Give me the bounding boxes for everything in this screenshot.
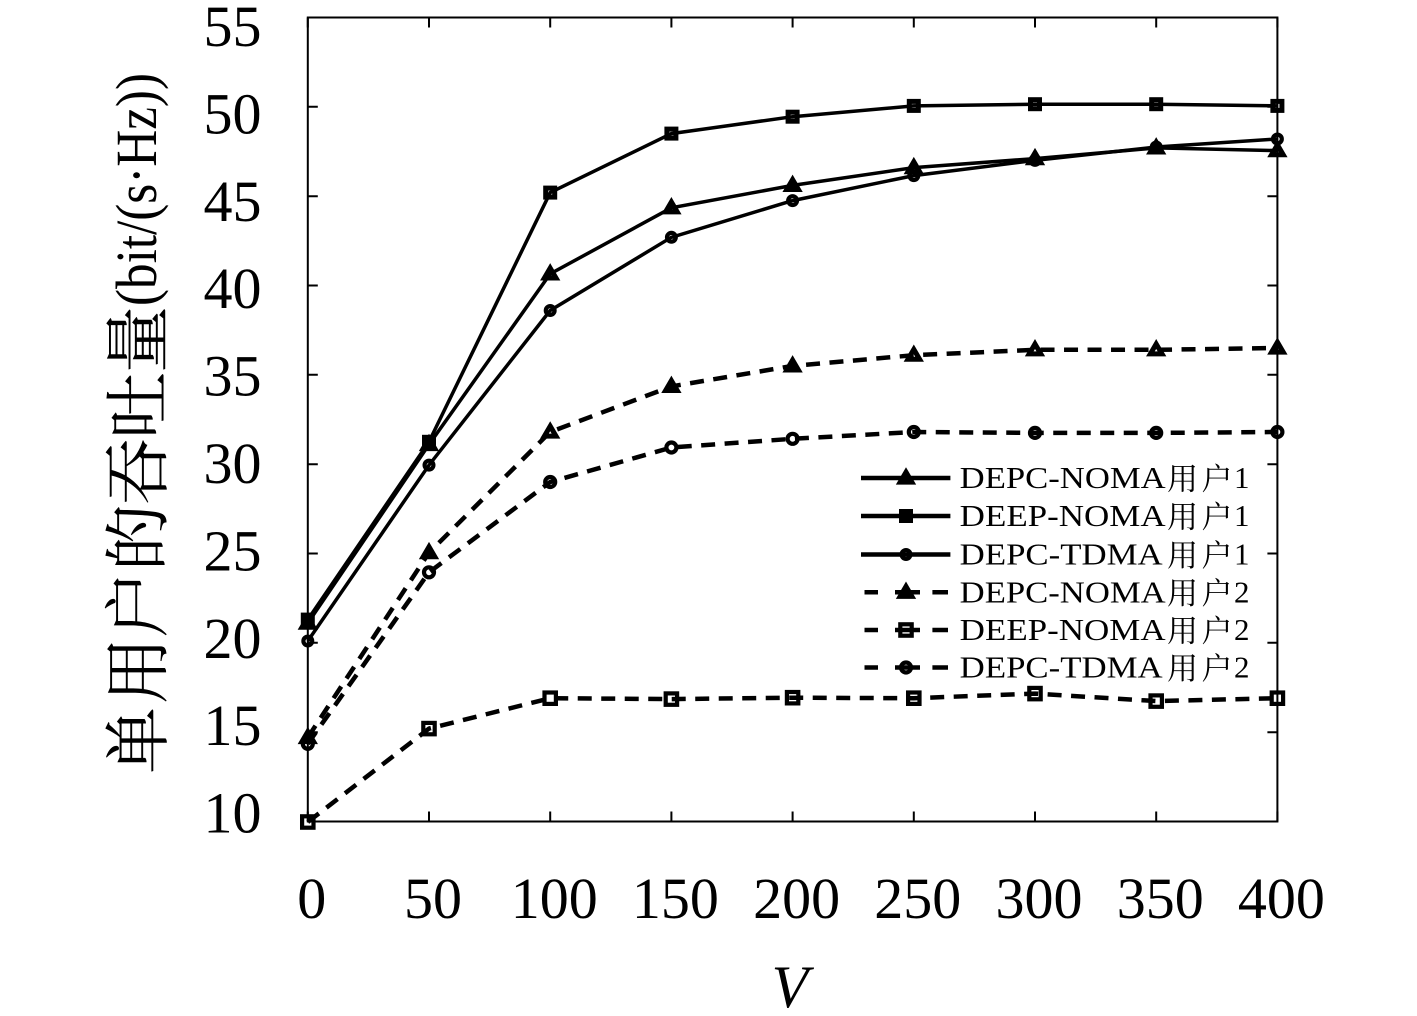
svg-text:150: 150 [632, 866, 719, 931]
svg-text:1: 1 [1234, 460, 1250, 495]
svg-text:DEEP-NOMA: DEEP-NOMA [960, 612, 1167, 647]
svg-text:2: 2 [1234, 650, 1250, 685]
svg-text:100: 100 [511, 866, 598, 931]
svg-text:35: 35 [204, 344, 262, 409]
svg-text:1: 1 [1234, 537, 1250, 572]
svg-text:DEPC-NOMA: DEPC-NOMA [960, 574, 1167, 609]
svg-text:45: 45 [204, 169, 262, 234]
svg-text:30: 30 [204, 431, 262, 496]
svg-text:1: 1 [1234, 498, 1250, 533]
svg-text:25: 25 [204, 518, 262, 583]
svg-text:200: 200 [753, 866, 840, 931]
svg-text:40: 40 [204, 256, 262, 321]
svg-text:DEPC-TDMA: DEPC-TDMA [960, 537, 1164, 572]
svg-text:15: 15 [204, 693, 262, 758]
svg-text:250: 250 [874, 866, 961, 931]
svg-text:50: 50 [404, 866, 462, 931]
svg-text:300: 300 [996, 866, 1083, 931]
svg-text:DEPC-NOMA: DEPC-NOMA [960, 460, 1167, 495]
svg-text:(bit/(s·Hz)): (bit/(s·Hz)) [104, 73, 169, 306]
svg-text:50: 50 [204, 81, 262, 146]
svg-text:2: 2 [1234, 574, 1250, 609]
svg-text:400: 400 [1238, 866, 1325, 931]
svg-text:20: 20 [204, 606, 262, 671]
svg-text:2: 2 [1234, 612, 1250, 647]
svg-text:V: V [772, 954, 815, 1016]
svg-text:350: 350 [1117, 866, 1204, 931]
svg-text:DEPC-TDMA: DEPC-TDMA [960, 650, 1164, 685]
svg-text:10: 10 [204, 781, 262, 846]
svg-text:DEEP-NOMA: DEEP-NOMA [960, 498, 1167, 533]
svg-text:0: 0 [297, 866, 326, 931]
svg-text:55: 55 [204, 0, 262, 59]
